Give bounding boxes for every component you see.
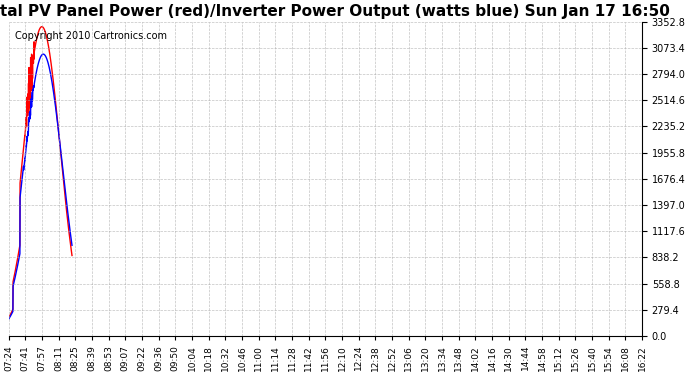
Text: Copyright 2010 Cartronics.com: Copyright 2010 Cartronics.com (15, 31, 167, 41)
Title: Total PV Panel Power (red)/Inverter Power Output (watts blue) Sun Jan 17 16:50: Total PV Panel Power (red)/Inverter Powe… (0, 4, 670, 19)
